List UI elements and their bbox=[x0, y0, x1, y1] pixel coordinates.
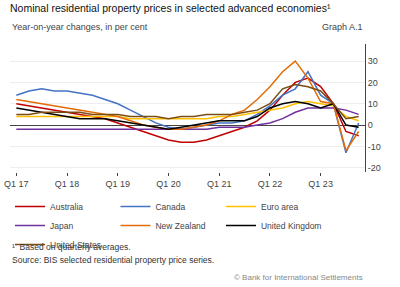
svg-text:Q1 22: Q1 22 bbox=[258, 179, 283, 189]
svg-text:Q1 23: Q1 23 bbox=[308, 179, 333, 189]
svg-text:¹ Based on quarterly averages: ¹ Based on quarterly averages. bbox=[12, 242, 131, 252]
svg-text:10: 10 bbox=[368, 99, 378, 109]
svg-text:Graph A.1: Graph A.1 bbox=[322, 22, 363, 32]
svg-text:Q1 19: Q1 19 bbox=[106, 179, 131, 189]
svg-text:20: 20 bbox=[368, 78, 378, 88]
svg-text:Q1 21: Q1 21 bbox=[207, 179, 232, 189]
svg-text:© Bank for International Settl: © Bank for International Settlements bbox=[234, 273, 363, 282]
svg-text:New Zealand: New Zealand bbox=[155, 221, 205, 231]
svg-text:-20: -20 bbox=[368, 163, 381, 173]
svg-text:0: 0 bbox=[368, 120, 373, 130]
svg-text:United Kingdom: United Kingdom bbox=[261, 221, 321, 231]
svg-text:Source: BIS selected residenti: Source: BIS selected residential propert… bbox=[12, 255, 214, 265]
svg-text:Q1 18: Q1 18 bbox=[55, 179, 80, 189]
svg-text:Q1 17: Q1 17 bbox=[4, 179, 29, 189]
svg-text:30: 30 bbox=[368, 56, 378, 66]
svg-text:-10: -10 bbox=[368, 142, 381, 152]
svg-text:Canada: Canada bbox=[155, 202, 185, 212]
svg-text:Euro area: Euro area bbox=[261, 202, 299, 212]
svg-text:Australia: Australia bbox=[50, 202, 83, 212]
svg-text:Year-on-year changes, in per c: Year-on-year changes, in per cent bbox=[12, 22, 148, 32]
svg-text:Japan: Japan bbox=[50, 221, 73, 231]
svg-text:Q1 20: Q1 20 bbox=[156, 179, 181, 189]
svg-text:United States: United States bbox=[50, 240, 101, 250]
svg-text:Nominal residential property p: Nominal residential property prices in s… bbox=[10, 2, 331, 14]
